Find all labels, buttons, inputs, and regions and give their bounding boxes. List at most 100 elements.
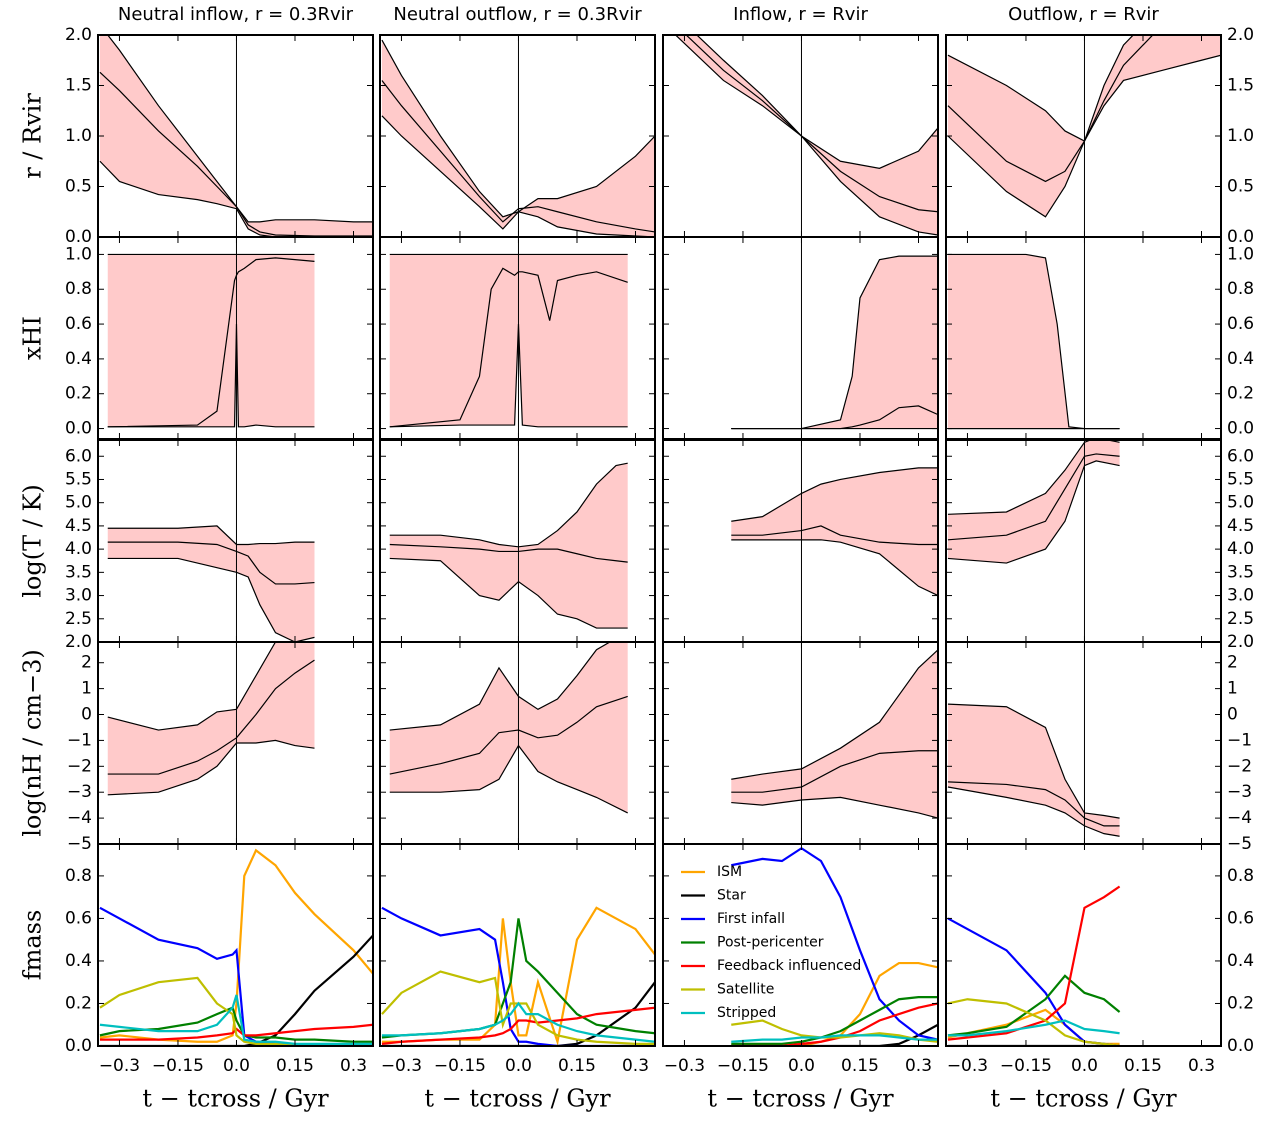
y-tick-label: 5.5 bbox=[1227, 469, 1254, 489]
band bbox=[389, 642, 628, 813]
band-lower-line bbox=[674, 35, 938, 236]
band bbox=[389, 463, 628, 629]
y-tick-label: 2 bbox=[81, 653, 92, 673]
panel bbox=[107, 237, 315, 439]
x-tick-label: −0.3 bbox=[664, 1056, 705, 1076]
y-tick-label: 1.0 bbox=[65, 244, 92, 264]
y-tick-label: 3.5 bbox=[1227, 562, 1254, 582]
y-tick-label: 1 bbox=[81, 679, 92, 699]
legend-label: Feedback influenced bbox=[717, 958, 861, 974]
panel bbox=[99, 848, 373, 1046]
series-line bbox=[99, 906, 373, 1046]
series-line bbox=[99, 1006, 373, 1043]
y-tick-label: 1 bbox=[1227, 679, 1238, 699]
band bbox=[947, 704, 1120, 837]
x-axis-label: t − tcross / Gyr bbox=[707, 1085, 894, 1113]
y-tick-label: −2 bbox=[67, 756, 92, 776]
band-lower-line bbox=[389, 557, 628, 629]
band-upper-line bbox=[106, 35, 373, 223]
band-lower-line bbox=[389, 324, 628, 428]
panel bbox=[947, 35, 1221, 237]
band bbox=[107, 525, 315, 642]
y-tick-label: 0.4 bbox=[65, 349, 92, 369]
series-line bbox=[731, 1034, 938, 1043]
band-lower-line bbox=[731, 796, 938, 819]
band-upper-line bbox=[389, 642, 612, 731]
panel bbox=[107, 642, 315, 844]
panel bbox=[389, 440, 628, 642]
y-tick-label: 3.0 bbox=[1227, 586, 1254, 606]
x-axis-label: t − tcross / Gyr bbox=[424, 1085, 611, 1113]
y-tick-label: 0.5 bbox=[1227, 177, 1254, 197]
y-tick-label: 0.4 bbox=[1227, 349, 1254, 369]
y-tick-label: 1.5 bbox=[65, 76, 92, 96]
y-tick-label: 0.0 bbox=[65, 1036, 92, 1056]
series-line bbox=[731, 846, 938, 1041]
band-lower-line bbox=[99, 160, 373, 237]
band bbox=[731, 649, 938, 819]
panel bbox=[381, 35, 655, 237]
x-axis-label: t − tcross / Gyr bbox=[990, 1085, 1177, 1113]
y-tick-label: 0.6 bbox=[1227, 908, 1254, 928]
series-line bbox=[947, 974, 1121, 1037]
band bbox=[947, 440, 1120, 564]
y-axis-label: fmass bbox=[19, 910, 47, 981]
band bbox=[381, 40, 655, 237]
column-title: Neutral inflow, r = 0.3Rvir bbox=[118, 4, 354, 25]
band bbox=[675, 35, 938, 235]
band bbox=[947, 254, 1120, 429]
band-lower-line bbox=[947, 35, 1135, 218]
y-tick-label: 4.0 bbox=[65, 539, 92, 559]
series-line bbox=[947, 1019, 1120, 1037]
column-title: Neutral outflow, r = 0.3Rvir bbox=[393, 4, 642, 25]
panel bbox=[389, 642, 628, 844]
y-tick-label: 0.4 bbox=[65, 951, 92, 971]
band-median-line bbox=[389, 695, 628, 775]
band-median-line bbox=[731, 525, 938, 546]
series-line bbox=[381, 981, 655, 1046]
band-lower-line bbox=[731, 539, 938, 597]
band-median-line bbox=[731, 750, 938, 793]
band-median-line bbox=[947, 35, 1154, 183]
series-line bbox=[731, 1019, 938, 1043]
y-tick-label: 2.0 bbox=[65, 632, 92, 652]
column-title: Inflow, r = Rvir bbox=[733, 4, 868, 25]
x-axis-label: t − tcross / Gyr bbox=[142, 1085, 329, 1113]
y-tick-label: 4.5 bbox=[1227, 516, 1254, 536]
y-tick-label: 2.0 bbox=[1227, 632, 1254, 652]
column-title: Outflow, r = Rvir bbox=[1008, 4, 1159, 25]
band-median-line bbox=[389, 543, 628, 563]
band-lower-line bbox=[947, 786, 1120, 837]
x-tick-label: 0.0 bbox=[223, 1056, 250, 1076]
panel bbox=[947, 642, 1120, 844]
series-line bbox=[99, 976, 373, 1046]
x-tick-label: 0.3 bbox=[340, 1056, 367, 1076]
band-upper-line bbox=[731, 467, 938, 522]
y-tick-label: 0.0 bbox=[65, 227, 92, 247]
legend-label: ISM bbox=[717, 864, 742, 880]
panel bbox=[947, 440, 1120, 642]
y-axis-label: r / Rvir bbox=[19, 93, 47, 179]
panel bbox=[731, 440, 938, 642]
y-tick-label: 0.6 bbox=[65, 314, 92, 334]
band-median-line bbox=[107, 541, 315, 585]
y-tick-label: 2.5 bbox=[65, 609, 92, 629]
band bbox=[731, 256, 938, 429]
y-tick-label: 0.0 bbox=[1227, 419, 1254, 439]
panel bbox=[731, 237, 938, 439]
band-lower-line bbox=[389, 744, 628, 814]
x-tick-label: −0.3 bbox=[381, 1056, 422, 1076]
series-line bbox=[947, 998, 1120, 1046]
y-tick-label: 1.0 bbox=[65, 126, 92, 146]
panel bbox=[731, 846, 938, 1046]
band-upper-line bbox=[389, 462, 628, 548]
y-tick-label: 0.2 bbox=[1227, 384, 1254, 404]
x-tick-label: 0.3 bbox=[1188, 1056, 1215, 1076]
y-tick-label: 2.0 bbox=[1227, 25, 1254, 45]
y-tick-label: 5.0 bbox=[1227, 493, 1254, 513]
y-tick-label: 6.0 bbox=[1227, 446, 1254, 466]
legend-label: Stripped bbox=[717, 1005, 776, 1021]
x-tick-label: 0.3 bbox=[622, 1056, 649, 1076]
y-tick-label: 0.0 bbox=[1227, 1036, 1254, 1056]
